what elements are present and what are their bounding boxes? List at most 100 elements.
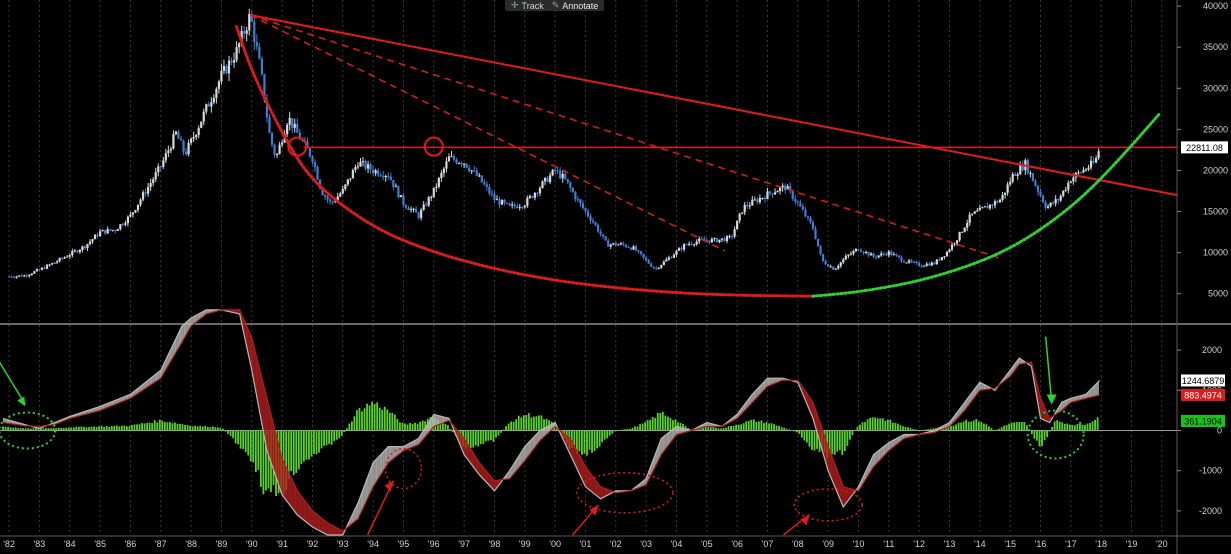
price-candle (1021, 165, 1024, 171)
price-candle (141, 192, 145, 200)
macd-line (2, 309, 1101, 536)
histogram-bar (760, 420, 763, 431)
price-candle (1036, 185, 1040, 192)
histogram-bar (492, 430, 495, 442)
macd-signal-fill (106, 403, 108, 408)
x-tick-label: '87 (155, 539, 167, 549)
price-candle (996, 201, 999, 203)
macd-signal-fill (410, 442, 412, 448)
macd-signal-fill (255, 354, 258, 399)
price-candle (50, 263, 54, 265)
price-candle (604, 236, 607, 241)
price-candle (928, 263, 931, 266)
price-candle (76, 250, 79, 253)
histogram-bar (373, 404, 376, 431)
price-candle (131, 212, 135, 215)
macd-signal-fill (973, 388, 976, 399)
histogram-bar (730, 425, 732, 431)
price-candle (794, 198, 797, 202)
price-candle (238, 43, 241, 48)
price-candle (473, 170, 476, 172)
histogram-bar (52, 428, 55, 431)
x-tick-label: '12 (913, 539, 925, 549)
histogram-bar (247, 430, 250, 456)
price-candle (736, 220, 739, 230)
macd-signal-fill (471, 451, 474, 467)
price-candle (488, 186, 491, 194)
histogram-bar (179, 423, 181, 431)
macd-signal-fill (848, 488, 850, 500)
price-candle (723, 238, 726, 242)
price-candle (564, 173, 567, 179)
price-candle (966, 222, 969, 228)
track-button[interactable]: ✛ Track (511, 0, 544, 11)
macd-signal-fill (822, 428, 824, 455)
macd-signal-fill (200, 312, 202, 319)
price-candle (784, 185, 787, 190)
price-candle (758, 198, 761, 203)
macd-signal-fill (522, 448, 524, 464)
price-candle (801, 206, 804, 210)
histogram-bar (510, 421, 513, 431)
macd-signal-fill (268, 404, 270, 459)
macd-signal-fill (128, 394, 130, 400)
price-candle (971, 213, 974, 215)
histogram-bar (421, 420, 424, 431)
histogram-bar (4, 426, 7, 431)
macd-signal-fill (187, 319, 189, 333)
histogram-bar (219, 427, 222, 431)
histogram-bar (967, 421, 970, 431)
price-candle (202, 111, 205, 122)
macd-signal-fill (168, 351, 170, 365)
price-candle (68, 255, 71, 257)
price-candle (1034, 181, 1037, 186)
price-candle (579, 199, 582, 204)
macd-signal-fill (270, 414, 273, 467)
macd-signal-fill (603, 487, 605, 498)
histogram-bar (886, 419, 889, 431)
macd-signal-fill (818, 417, 820, 442)
price-candle (791, 190, 794, 199)
dashed-trendline (249, 14, 726, 252)
histogram-bar (535, 416, 538, 431)
price-candle (404, 205, 408, 208)
histogram-bar (27, 428, 30, 431)
macd-signal-fill (198, 313, 201, 320)
price-candle (420, 209, 423, 218)
price-candle (126, 216, 130, 224)
histogram-bar (12, 427, 15, 431)
x-tick-label: '92 (307, 539, 319, 549)
macd-signal-fill (665, 434, 667, 450)
histogram-bar (995, 429, 998, 431)
macd-signal-fill (415, 439, 417, 446)
histogram-bar (72, 427, 75, 431)
price-candle (849, 253, 852, 255)
histogram-bar (507, 423, 510, 431)
price-candle (414, 208, 418, 213)
macd-signal-fill (593, 477, 595, 495)
price-candle (475, 170, 478, 176)
macd-signal-fill (760, 384, 762, 395)
histogram-bar (191, 426, 194, 431)
price-candle (662, 261, 665, 266)
histogram-bar (927, 429, 930, 431)
price-candle (1052, 202, 1055, 204)
macd-signal-fill (566, 435, 569, 450)
macd-signal-fill (176, 335, 178, 352)
histogram-bar (343, 430, 346, 432)
macd-signal-fill (483, 467, 485, 481)
histogram-bar (345, 428, 348, 431)
price-candle (528, 196, 531, 198)
macd-signal-fill (238, 309, 240, 314)
price-candle (973, 211, 976, 214)
x-tick-label: '90 (246, 539, 258, 549)
track-label: Track (521, 0, 544, 11)
price-candle (78, 250, 81, 253)
price-candle (657, 267, 660, 269)
macd-signal-fill (120, 397, 122, 403)
histogram-bar (371, 401, 374, 431)
price-candle (1044, 202, 1047, 208)
histogram-bar (666, 416, 669, 431)
price-candle (104, 229, 107, 234)
macd-signal-fill (1095, 383, 1097, 397)
